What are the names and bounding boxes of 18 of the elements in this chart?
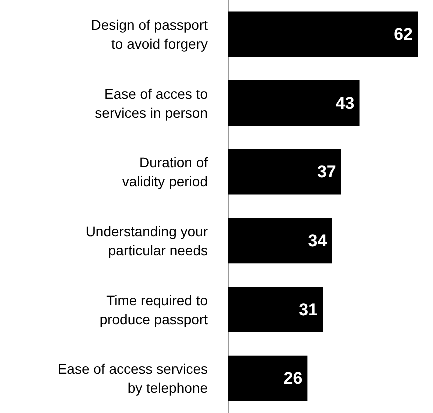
- y-tick-label: Ease of access services by telephone: [58, 361, 208, 396]
- y-tick-label: Time required to produce passport: [100, 292, 208, 328]
- data-label: 31: [299, 300, 318, 320]
- data-label: 34: [308, 231, 328, 250]
- y-tick-label: Ease of acces to services in person: [95, 86, 208, 121]
- y-tick-label: Design of passport to avoid forgery: [91, 16, 208, 52]
- bar: [228, 287, 323, 332]
- bar: [228, 218, 332, 264]
- bar: [228, 356, 308, 402]
- bar: [228, 149, 342, 195]
- data-label: 37: [317, 162, 336, 182]
- data-label: 26: [284, 369, 303, 388]
- y-tick-label: Duration of validity period: [122, 154, 208, 190]
- bar: [228, 12, 418, 58]
- data-label: 62: [394, 24, 413, 44]
- y-tick-label: Understanding your particular needs: [86, 223, 208, 258]
- data-label: 43: [336, 94, 355, 113]
- bar: [228, 80, 360, 126]
